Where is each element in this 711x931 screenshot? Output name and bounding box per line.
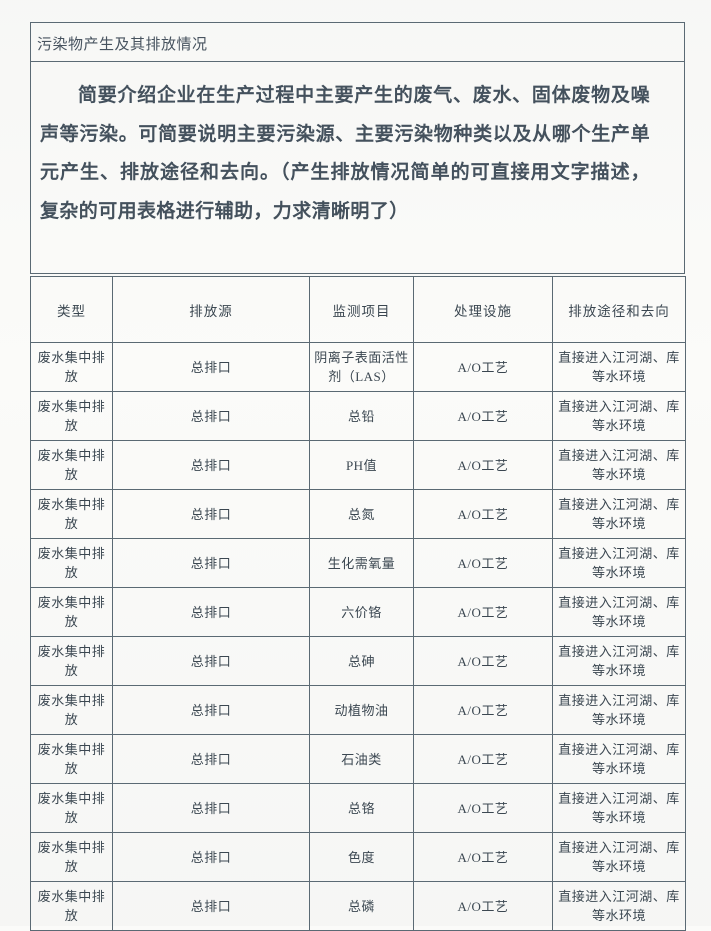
table-row: 废水集中排放 总排口 总砷 A/O工艺 直接进入江河湖、库等水环境 — [30, 636, 686, 686]
cell-item: 总氮 — [309, 489, 414, 539]
cell-source: 总排口 — [112, 440, 310, 490]
cell-destination: 直接进入江河湖、库等水环境 — [552, 489, 686, 539]
pollutant-table-body: 废水集中排放 总排口 阴离子表面活性剂（LAS） A/O工艺 直接进入江河湖、库… — [30, 342, 686, 931]
table-row: 废水集中排放 总排口 石油类 A/O工艺 直接进入江河湖、库等水环境 — [30, 734, 686, 784]
cell-type: 废水集中排放 — [30, 440, 113, 490]
cell-facility: A/O工艺 — [413, 391, 553, 441]
cell-destination: 直接进入江河湖、库等水环境 — [552, 734, 686, 784]
cell-facility: A/O工艺 — [413, 832, 553, 882]
cell-type: 废水集中排放 — [30, 587, 113, 637]
cell-destination: 直接进入江河湖、库等水环境 — [552, 783, 686, 833]
cell-type: 废水集中排放 — [30, 734, 113, 784]
col-header-destination: 排放途径和去向 — [552, 276, 686, 343]
cell-facility: A/O工艺 — [413, 342, 553, 392]
cell-type: 废水集中排放 — [30, 538, 113, 588]
cell-source: 总排口 — [112, 636, 310, 686]
col-header-source: 排放源 — [112, 276, 310, 343]
cell-item: 阴离子表面活性剂（LAS） — [309, 342, 414, 392]
cell-facility: A/O工艺 — [413, 734, 553, 784]
cell-type: 废水集中排放 — [30, 636, 113, 686]
cell-type: 废水集中排放 — [30, 391, 113, 441]
cell-facility: A/O工艺 — [413, 538, 553, 588]
cell-facility: A/O工艺 — [413, 440, 553, 490]
cell-item: 总铅 — [309, 391, 414, 441]
intro-section: 简要介绍企业在生产过程中主要产生的废气、废水、固体废物及噪声等污染。可简要说明主… — [31, 62, 684, 273]
cell-destination: 直接进入江河湖、库等水环境 — [552, 685, 686, 735]
cell-destination: 直接进入江河湖、库等水环境 — [552, 440, 686, 490]
section-title-bar: 污染物产生及其排放情况 — [31, 23, 684, 62]
cell-type: 废水集中排放 — [30, 342, 113, 392]
cell-type: 废水集中排放 — [30, 783, 113, 833]
pollutant-table-header: 类型 排放源 监测项目 处理设施 排放途径和去向 — [30, 276, 686, 343]
cell-type: 废水集中排放 — [30, 832, 113, 882]
cell-item: 总磷 — [309, 881, 414, 931]
table-row: 废水集中排放 总排口 阴离子表面活性剂（LAS） A/O工艺 直接进入江河湖、库… — [30, 342, 686, 392]
cell-type: 废水集中排放 — [30, 489, 113, 539]
table-row: 废水集中排放 总排口 总氮 A/O工艺 直接进入江河湖、库等水环境 — [30, 489, 686, 539]
cell-item: 动植物油 — [309, 685, 414, 735]
cell-source: 总排口 — [112, 342, 310, 392]
cell-destination: 直接进入江河湖、库等水环境 — [552, 636, 686, 686]
cell-destination: 直接进入江河湖、库等水环境 — [552, 587, 686, 637]
cell-destination: 直接进入江河湖、库等水环境 — [552, 391, 686, 441]
col-header-type: 类型 — [30, 276, 113, 343]
cell-source: 总排口 — [112, 538, 310, 588]
cell-item: 生化需氧量 — [309, 538, 414, 588]
cell-source: 总排口 — [112, 685, 310, 735]
cell-item: 总铬 — [309, 783, 414, 833]
cell-item: 六价铬 — [309, 587, 414, 637]
cell-facility: A/O工艺 — [413, 636, 553, 686]
table-row: 废水集中排放 总排口 六价铬 A/O工艺 直接进入江河湖、库等水环境 — [30, 587, 686, 637]
cell-facility: A/O工艺 — [413, 587, 553, 637]
section-title: 污染物产生及其排放情况 — [37, 37, 208, 53]
table-row: 废水集中排放 总排口 总铬 A/O工艺 直接进入江河湖、库等水环境 — [30, 783, 686, 833]
cell-source: 总排口 — [112, 783, 310, 833]
cell-source: 总排口 — [112, 489, 310, 539]
cell-item: PH值 — [309, 440, 414, 490]
col-header-facility: 处理设施 — [413, 276, 553, 343]
table-row: 废水集中排放 总排口 总铅 A/O工艺 直接进入江河湖、库等水环境 — [30, 391, 686, 441]
document-sheet: 污染物产生及其排放情况 简要介绍企业在生产过程中主要产生的废气、废水、固体废物及… — [30, 22, 685, 274]
pollutant-table: 类型 排放源 监测项目 处理设施 排放途径和去向 废水集中排放 总排口 阴离子表… — [30, 276, 686, 931]
cell-destination: 直接进入江河湖、库等水环境 — [552, 538, 686, 588]
scanned-document-page: 污染物产生及其排放情况 简要介绍企业在生产过程中主要产生的废气、废水、固体废物及… — [30, 22, 686, 931]
cell-facility: A/O工艺 — [413, 783, 553, 833]
cell-item: 色度 — [309, 832, 414, 882]
cell-item: 石油类 — [309, 734, 414, 784]
cell-source: 总排口 — [112, 587, 310, 637]
cell-facility: A/O工艺 — [413, 489, 553, 539]
cell-facility: A/O工艺 — [413, 881, 553, 931]
table-row: 废水集中排放 总排口 动植物油 A/O工艺 直接进入江河湖、库等水环境 — [30, 685, 686, 735]
cell-facility: A/O工艺 — [413, 685, 553, 735]
cell-source: 总排口 — [112, 832, 310, 882]
header-row: 类型 排放源 监测项目 处理设施 排放途径和去向 — [30, 276, 686, 343]
table-row: 废水集中排放 总排口 生化需氧量 A/O工艺 直接进入江河湖、库等水环境 — [30, 538, 686, 588]
cell-source: 总排口 — [112, 391, 310, 441]
table-row: 废水集中排放 总排口 总磷 A/O工艺 直接进入江河湖、库等水环境 — [30, 881, 686, 931]
cell-type: 废水集中排放 — [30, 881, 113, 931]
col-header-item: 监测项目 — [309, 276, 414, 343]
cell-item: 总砷 — [309, 636, 414, 686]
cell-source: 总排口 — [112, 881, 310, 931]
cell-destination: 直接进入江河湖、库等水环境 — [552, 881, 686, 931]
cell-source: 总排口 — [112, 734, 310, 784]
cell-type: 废水集中排放 — [30, 685, 113, 735]
cell-destination: 直接进入江河湖、库等水环境 — [552, 832, 686, 882]
cell-destination: 直接进入江河湖、库等水环境 — [552, 342, 686, 392]
table-row: 废水集中排放 总排口 色度 A/O工艺 直接进入江河湖、库等水环境 — [30, 832, 686, 882]
intro-paragraph: 简要介绍企业在生产过程中主要产生的废气、废水、固体废物及噪声等污染。可简要说明主… — [40, 85, 650, 222]
table-row: 废水集中排放 总排口 PH值 A/O工艺 直接进入江河湖、库等水环境 — [30, 440, 686, 490]
